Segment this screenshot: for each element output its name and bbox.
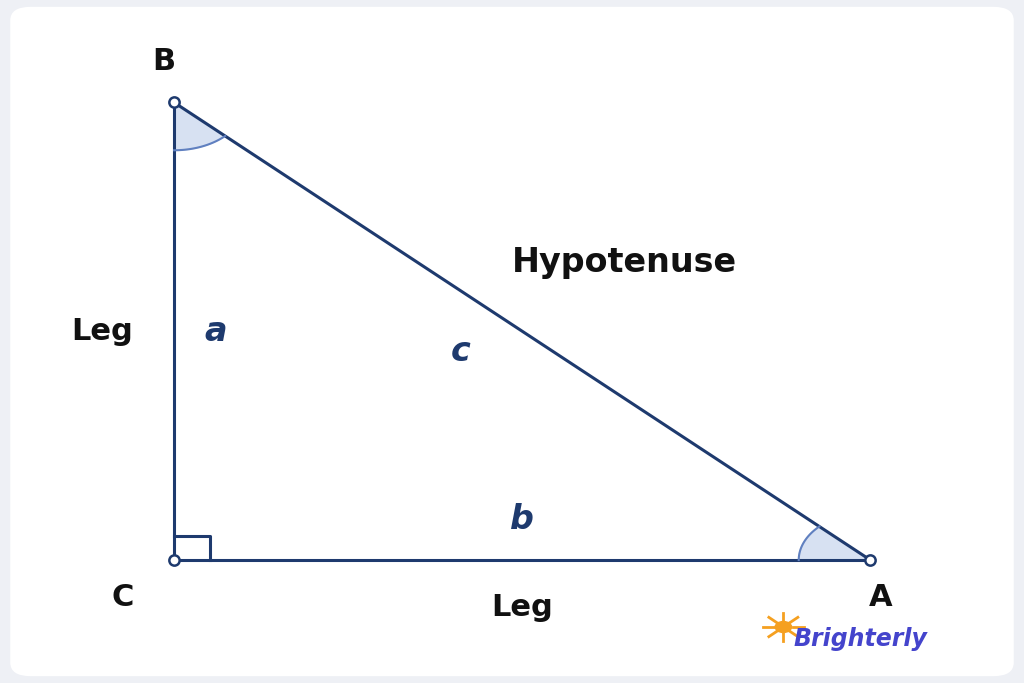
Text: A: A: [868, 583, 893, 612]
FancyBboxPatch shape: [10, 7, 1014, 676]
Text: c: c: [451, 335, 471, 368]
Point: [862, 555, 879, 566]
Text: b: b: [510, 503, 535, 535]
Text: Leg: Leg: [72, 317, 133, 346]
Point: [166, 97, 182, 108]
Text: C: C: [112, 583, 134, 612]
Polygon shape: [174, 102, 225, 150]
Text: Leg: Leg: [492, 594, 553, 622]
Text: Hypotenuse: Hypotenuse: [512, 247, 737, 279]
Text: Brighterly: Brighterly: [794, 626, 927, 651]
Text: B: B: [153, 47, 175, 76]
Text: a: a: [205, 315, 227, 348]
Polygon shape: [799, 527, 870, 560]
Circle shape: [775, 622, 792, 632]
Point: [166, 555, 182, 566]
